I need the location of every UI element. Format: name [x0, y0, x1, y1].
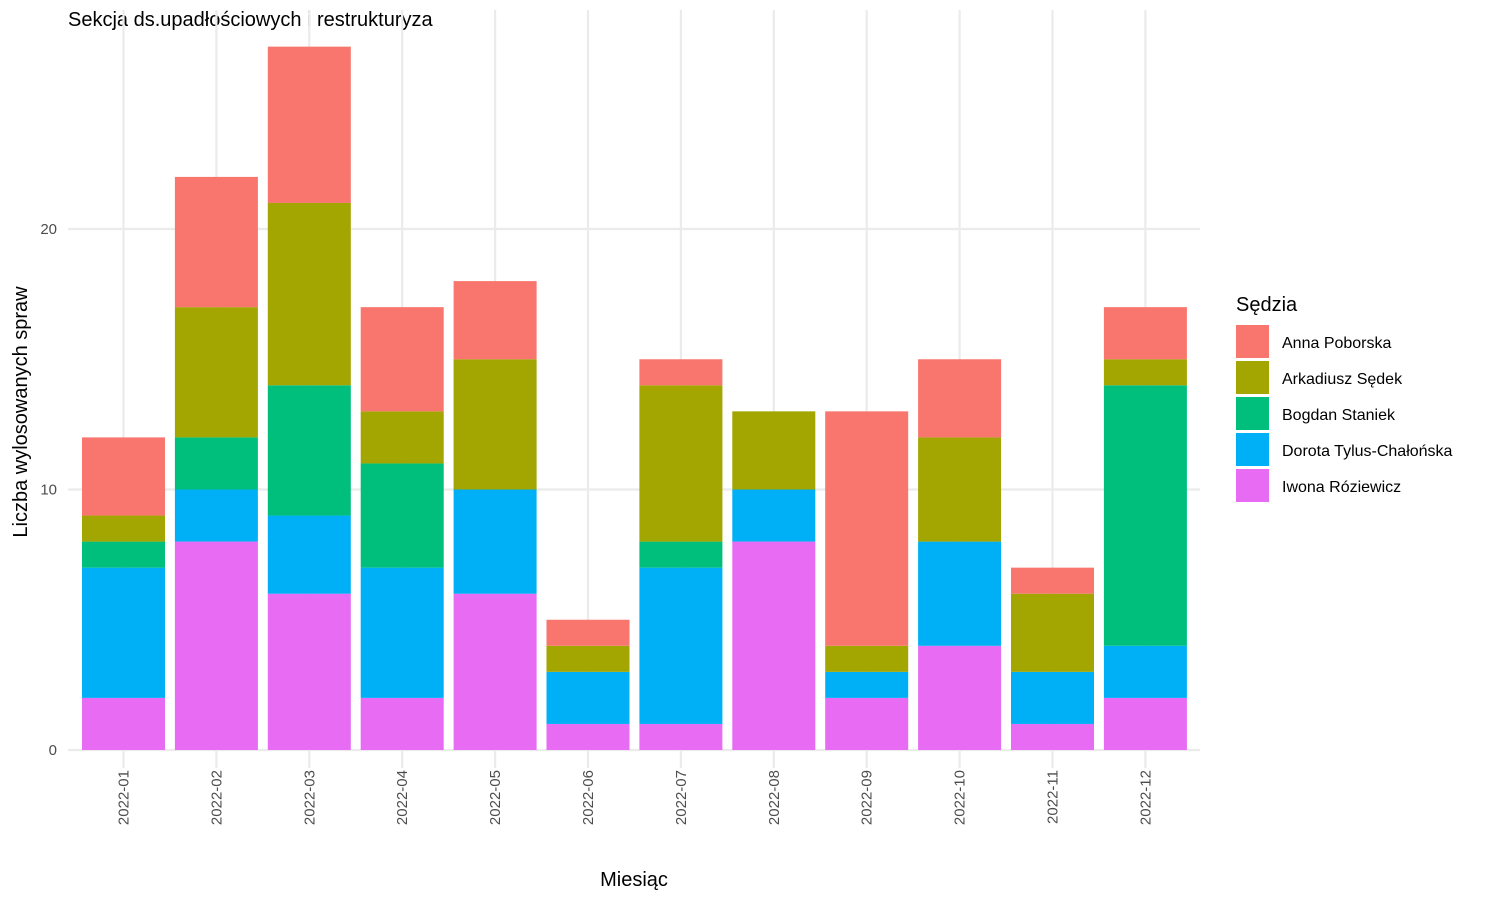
bar-segment — [825, 411, 909, 646]
bar-segment — [174, 307, 258, 438]
x-tick-label: 2022-02 — [208, 770, 225, 825]
bar-segment — [267, 515, 351, 594]
legend-label: Anna Poborska — [1282, 335, 1392, 352]
bar-segment — [174, 176, 258, 308]
x-tick-label: 2022-08 — [766, 770, 783, 825]
bar-segment — [82, 697, 165, 750]
x-tick-label: 2022-05 — [487, 770, 504, 825]
bar-segment — [1103, 697, 1187, 750]
legend-swatch — [1236, 397, 1269, 430]
bar-segment — [732, 489, 816, 542]
bar-segment — [360, 567, 444, 698]
bar-segment — [267, 46, 351, 203]
bar-segment — [1011, 567, 1094, 594]
bar-segment — [453, 489, 537, 594]
legend-swatch — [1236, 433, 1269, 466]
y-axis-title: Liczba wylosowanych spraw — [10, 286, 32, 538]
bar-segment — [360, 411, 444, 464]
legend-label: Iwona Róziewicz — [1282, 479, 1401, 496]
bar-segment — [360, 697, 444, 750]
bar-segment — [1103, 645, 1187, 698]
bars — [82, 46, 1187, 750]
bar-segment — [546, 671, 630, 724]
bar-segment — [360, 463, 444, 568]
bar-segment — [639, 359, 723, 386]
bar-segment — [918, 359, 1002, 438]
chart-title: Sekcja ds.upadłościowych i restrukturyza — [68, 9, 433, 31]
bar-segment — [918, 437, 1002, 542]
y-tick-label: 20 — [40, 221, 57, 238]
x-tick-label: 2022-09 — [859, 770, 876, 825]
bar-segment — [639, 385, 723, 542]
legend-swatch — [1236, 361, 1269, 394]
bar-segment — [267, 202, 351, 386]
bar-segment — [639, 723, 723, 750]
x-tick-label: 2022-06 — [580, 770, 597, 825]
bar-segment — [1103, 359, 1187, 386]
bar-segment — [546, 645, 630, 672]
bar-segment — [82, 541, 165, 568]
x-tick-label: 2022-10 — [952, 770, 969, 825]
legend-label: Arkadiusz Sędek — [1282, 371, 1403, 388]
legend-swatch — [1236, 469, 1269, 502]
legend: Sędzia Anna Poborska Arkadiusz Sędek Bogda… — [1236, 294, 1453, 502]
bar-segment — [918, 645, 1002, 750]
bar-segment — [1011, 593, 1094, 672]
bar-segment — [82, 515, 165, 542]
x-axis-tick-labels: 2022-01 2022-02 2022-03 2022-04 2022-05 2022-… — [116, 770, 1155, 825]
bar-segment — [360, 307, 444, 412]
bar-segment — [732, 541, 816, 750]
bar-segment — [1103, 385, 1187, 646]
bar-segment — [267, 593, 351, 750]
bar-segment — [1011, 723, 1094, 750]
bar-segment — [639, 541, 723, 568]
bar-segment — [453, 359, 537, 490]
x-tick-label: 2022-01 — [116, 770, 133, 825]
y-tick-label: 10 — [40, 482, 57, 499]
bar-segment — [1103, 307, 1187, 360]
bar-segment — [825, 671, 909, 698]
bar-segment — [453, 593, 537, 750]
bar-segment — [82, 437, 165, 516]
x-tick-label: 2022-07 — [673, 770, 690, 825]
legend-swatch — [1236, 325, 1269, 358]
bar-segment — [267, 385, 351, 516]
bar-segment — [825, 697, 909, 750]
bar-segment — [174, 541, 258, 750]
legend-label: Bogdan Staniek — [1282, 407, 1396, 424]
bar-segment — [918, 541, 1002, 646]
bar-segment — [825, 645, 909, 672]
bar-segment — [546, 619, 630, 646]
bar-segment — [82, 567, 165, 698]
legend-label: Dorota Tylus-Chałońska — [1282, 443, 1453, 460]
bar-segment — [453, 281, 537, 360]
bar-segment — [174, 437, 258, 490]
bar-segment — [639, 567, 723, 724]
bar-segment — [546, 723, 630, 750]
x-tick-label: 2022-04 — [394, 770, 411, 825]
x-axis-title: Miesiąc — [600, 869, 668, 891]
x-tick-label: 2022-03 — [301, 770, 318, 825]
x-tick-label: 2022-11 — [1045, 770, 1062, 824]
y-tick-label: 0 — [49, 742, 57, 759]
legend-title: Sędzia — [1236, 294, 1298, 316]
bar-segment — [174, 489, 258, 542]
y-axis-tick-labels: 0 10 20 — [40, 221, 57, 759]
bar-segment — [732, 411, 816, 490]
bar-segment — [1011, 671, 1094, 724]
x-tick-label: 2022-12 — [1137, 770, 1154, 825]
